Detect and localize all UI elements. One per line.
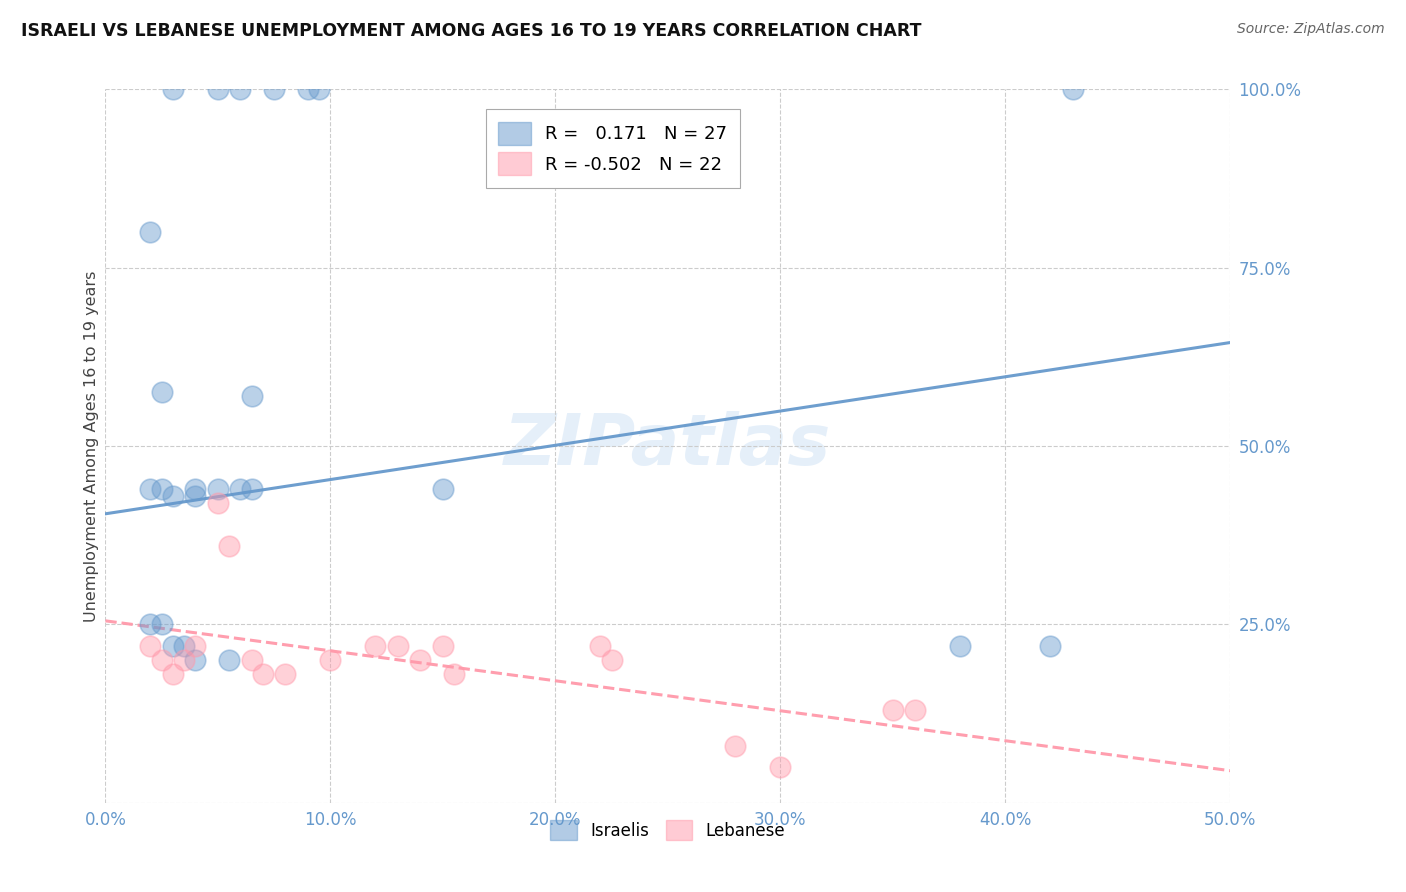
Point <box>162 667 184 681</box>
Point <box>184 489 207 503</box>
Point <box>207 496 229 510</box>
Point <box>589 639 612 653</box>
Point <box>1062 82 1084 96</box>
Point <box>139 482 162 496</box>
Point <box>229 82 252 96</box>
Point <box>150 617 173 632</box>
Point <box>308 82 330 96</box>
Point <box>150 385 173 400</box>
Text: ISRAELI VS LEBANESE UNEMPLOYMENT AMONG AGES 16 TO 19 YEARS CORRELATION CHART: ISRAELI VS LEBANESE UNEMPLOYMENT AMONG A… <box>21 22 921 40</box>
Point <box>432 639 454 653</box>
Point <box>882 703 904 717</box>
Point <box>173 639 195 653</box>
Point <box>218 539 240 553</box>
Point <box>150 653 173 667</box>
Point <box>162 82 184 96</box>
Point <box>263 82 285 96</box>
Point <box>229 482 252 496</box>
Point <box>218 653 240 667</box>
Text: ZIPatlas: ZIPatlas <box>505 411 831 481</box>
Y-axis label: Unemployment Among Ages 16 to 19 years: Unemployment Among Ages 16 to 19 years <box>84 270 98 622</box>
Point <box>443 667 465 681</box>
Point <box>184 653 207 667</box>
Point <box>240 482 263 496</box>
Point <box>207 482 229 496</box>
Point <box>139 225 162 239</box>
Point <box>1039 639 1062 653</box>
Point <box>387 639 409 653</box>
Point <box>184 482 207 496</box>
Legend: Israelis, Lebanese: Israelis, Lebanese <box>541 812 794 848</box>
Point <box>184 639 207 653</box>
Point <box>139 617 162 632</box>
Point <box>240 389 263 403</box>
Point <box>274 667 297 681</box>
Point <box>139 639 162 653</box>
Point <box>207 82 229 96</box>
Point <box>252 667 274 681</box>
Point <box>240 653 263 667</box>
Point <box>724 739 747 753</box>
Point <box>769 760 792 774</box>
Point <box>162 639 184 653</box>
Point <box>409 653 432 667</box>
Point <box>297 82 319 96</box>
Point <box>949 639 972 653</box>
Point <box>364 639 387 653</box>
Point <box>904 703 927 717</box>
Point <box>432 482 454 496</box>
Point <box>162 489 184 503</box>
Text: Source: ZipAtlas.com: Source: ZipAtlas.com <box>1237 22 1385 37</box>
Point <box>319 653 342 667</box>
Point <box>173 653 195 667</box>
Point <box>150 482 173 496</box>
Point <box>600 653 623 667</box>
